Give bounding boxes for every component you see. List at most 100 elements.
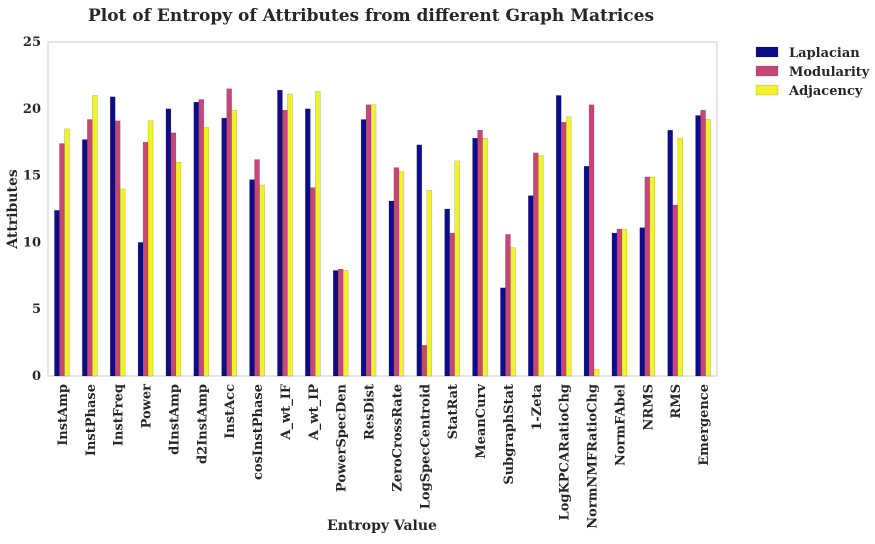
x-tick-label-19: NormNMFRatioChg bbox=[586, 384, 601, 529]
bar-laplacian-21 bbox=[639, 227, 646, 377]
bar-adjacency-10 bbox=[342, 270, 349, 377]
bar-laplacian-8 bbox=[277, 89, 283, 377]
bar-modularity-9 bbox=[310, 187, 316, 377]
x-tick-label-6: InstAcc bbox=[223, 384, 238, 439]
bar-modularity-18 bbox=[560, 121, 567, 377]
bar-modularity-6 bbox=[226, 88, 232, 377]
x-tick-label-9: A_wt_IP bbox=[307, 384, 322, 441]
bar-adjacency-7 bbox=[259, 184, 265, 377]
y-tick-label-3: 15 bbox=[23, 169, 41, 184]
bar-laplacian-4 bbox=[165, 108, 172, 377]
x-tick-label-1: InstPhase bbox=[84, 384, 99, 456]
bar-modularity-13 bbox=[421, 345, 428, 377]
bar-laplacian-3 bbox=[137, 242, 144, 377]
x-tick-label-14: StatRat bbox=[446, 384, 461, 439]
x-tick-label-2: InstFreq bbox=[112, 384, 127, 446]
series-adjacency bbox=[64, 91, 711, 377]
bar-laplacian-9 bbox=[305, 108, 311, 377]
bar-modularity-11 bbox=[365, 104, 372, 377]
bar-laplacian-22 bbox=[667, 129, 673, 377]
legend: Laplacian Modularity Adjacency bbox=[755, 46, 870, 99]
x-tick-label-21: NRMS bbox=[641, 384, 656, 430]
y-tick-label-1: 5 bbox=[32, 302, 41, 317]
bar-modularity-5 bbox=[198, 99, 205, 377]
y-axis-ticks: 0 5 10 15 20 25 bbox=[23, 35, 41, 384]
bar-laplacian-0 bbox=[54, 210, 60, 377]
legend-label-laplacian: Laplacian bbox=[789, 46, 860, 61]
bar-laplacian-14 bbox=[444, 208, 450, 377]
x-tick-label-15: MeanCurv bbox=[474, 384, 489, 459]
bar-adjacency-3 bbox=[147, 120, 154, 377]
bar-modularity-8 bbox=[282, 109, 288, 377]
bar-adjacency-13 bbox=[426, 190, 433, 377]
bar-modularity-22 bbox=[672, 204, 678, 377]
bar-laplacian-16 bbox=[500, 287, 506, 377]
bar-modularity-2 bbox=[114, 120, 121, 377]
bar-modularity-7 bbox=[254, 159, 260, 377]
series-laplacian bbox=[54, 89, 701, 377]
bar-modularity-10 bbox=[337, 268, 344, 377]
x-tick-label-18: LogKPCARatioChg bbox=[558, 384, 573, 520]
x-tick-label-4: dInstAmp bbox=[167, 384, 182, 455]
bar-laplacian-12 bbox=[388, 200, 395, 377]
bar-adjacency-23 bbox=[705, 119, 711, 377]
bar-laplacian-10 bbox=[332, 270, 339, 377]
bar-laplacian-6 bbox=[221, 117, 227, 377]
x-tick-label-17: 1-Zeta bbox=[530, 383, 545, 430]
legend-label-modularity: Modularity bbox=[789, 65, 870, 80]
bar-modularity-23 bbox=[700, 109, 706, 377]
bar-adjacency-20 bbox=[621, 228, 628, 377]
y-tick-label-2: 10 bbox=[23, 235, 41, 250]
y-tick-label-5: 25 bbox=[23, 35, 41, 50]
bar-adjacency-16 bbox=[510, 247, 516, 377]
bar-laplacian-23 bbox=[695, 115, 701, 377]
bar-laplacian-19 bbox=[583, 166, 590, 377]
bar-modularity-16 bbox=[505, 234, 511, 377]
bar-laplacian-7 bbox=[249, 179, 255, 377]
x-tick-label-22: RMS bbox=[669, 384, 684, 419]
legend-label-adjacency: Adjacency bbox=[788, 84, 863, 99]
legend-swatch-modularity bbox=[755, 65, 779, 77]
bar-adjacency-19 bbox=[593, 369, 600, 377]
bar-modularity-3 bbox=[142, 141, 149, 377]
y-tick-label-0: 0 bbox=[32, 369, 41, 384]
bar-modularity-15 bbox=[477, 129, 483, 377]
bar-adjacency-6 bbox=[231, 109, 237, 377]
x-tick-label-5: d2InstAmp bbox=[195, 384, 210, 464]
bar-adjacency-17 bbox=[538, 155, 544, 377]
bar-adjacency-15 bbox=[482, 137, 488, 377]
x-tick-label-7: cosInstPhase bbox=[251, 384, 266, 480]
bar-adjacency-18 bbox=[565, 116, 572, 377]
x-tick-label-12: ZeroCrossRate bbox=[390, 384, 405, 492]
legend-swatch-adjacency bbox=[755, 84, 779, 96]
series-modularity bbox=[59, 88, 706, 377]
x-axis-label: Entropy Value bbox=[327, 518, 437, 534]
x-tick-label-13: LogSpecCentroid bbox=[418, 384, 433, 509]
bar-modularity-12 bbox=[393, 167, 400, 377]
plot-area bbox=[47, 41, 718, 377]
bar-modularity-1 bbox=[87, 119, 93, 377]
bar-adjacency-12 bbox=[398, 171, 405, 377]
bar-modularity-17 bbox=[533, 152, 539, 377]
bar-modularity-21 bbox=[644, 176, 651, 377]
bar-modularity-14 bbox=[449, 232, 455, 377]
bar-adjacency-9 bbox=[315, 91, 321, 377]
bar-adjacency-0 bbox=[64, 128, 70, 377]
bar-modularity-0 bbox=[59, 143, 65, 377]
bar-adjacency-14 bbox=[454, 160, 460, 377]
x-tick-label-10: PowerSpecDen bbox=[335, 383, 350, 492]
y-tick-label-4: 20 bbox=[23, 102, 41, 117]
bar-adjacency-5 bbox=[203, 127, 210, 377]
bar-adjacency-22 bbox=[677, 137, 683, 377]
x-tick-label-0: InstAmp bbox=[56, 384, 71, 446]
bar-adjacency-1 bbox=[92, 95, 98, 377]
x-tick-label-3: Power bbox=[140, 384, 155, 429]
bar-adjacency-21 bbox=[649, 176, 656, 377]
x-axis-ticks: InstAmp InstPhase InstFreq Power dInstAmp d2I… bbox=[56, 383, 712, 528]
x-tick-label-16: SubgraphStat bbox=[502, 384, 517, 485]
x-tick-label-20: NormFAbel bbox=[613, 384, 628, 466]
bar-adjacency-8 bbox=[287, 93, 293, 377]
bar-laplacian-13 bbox=[416, 144, 423, 377]
